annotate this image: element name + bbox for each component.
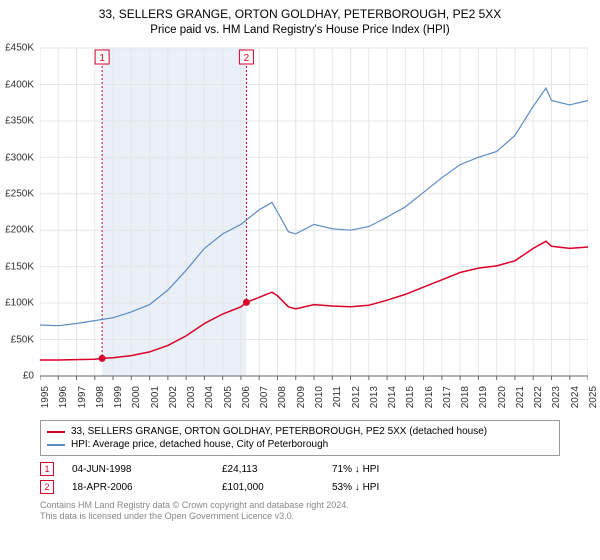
x-tick-label: 2000: [131, 386, 142, 408]
legend-swatch: [47, 431, 65, 433]
chart-container: 33, SELLERS GRANGE, ORTON GOLDHAY, PETER…: [0, 0, 600, 523]
legend-item: 33, SELLERS GRANGE, ORTON GOLDHAY, PETER…: [47, 425, 553, 438]
annotation-date: 04-JUN-1998: [72, 464, 222, 475]
x-tick-label: 2024: [570, 386, 581, 408]
x-tick-label: 2019: [478, 386, 489, 408]
chart-svg: 12: [40, 42, 588, 382]
annotation-price: £101,000: [222, 482, 332, 493]
x-tick-label: 2001: [150, 386, 161, 408]
x-tick-label: 2005: [223, 386, 234, 408]
plot-area: 12 £0£50K£100K£150K£200K£250K£300K£350K£…: [40, 42, 588, 382]
footnote-line: Contains HM Land Registry data © Crown c…: [40, 500, 560, 511]
y-tick-label: £400K: [5, 79, 34, 90]
y-tick-label: £100K: [5, 298, 34, 309]
annotation-price: £24,113: [222, 464, 332, 475]
y-tick-label: £350K: [5, 116, 34, 127]
x-tick-label: 1996: [58, 386, 69, 408]
annotation-row: 1 04-JUN-1998 £24,113 71% ↓ HPI: [40, 460, 560, 478]
annotation-marker: 2: [40, 480, 54, 494]
chart-subtitle: Price paid vs. HM Land Registry's House …: [0, 24, 600, 42]
x-axis-labels: 1995 1996 1997 1998 1999 2000 2001 2002 2003 2004…: [40, 382, 588, 414]
x-tick-label: 2021: [515, 386, 526, 408]
y-tick-label: £250K: [5, 188, 34, 199]
y-tick-label: £200K: [5, 225, 34, 236]
legend-swatch: [47, 444, 65, 446]
x-tick-label: 2006: [241, 386, 252, 408]
x-tick-label: 2014: [387, 386, 398, 408]
y-tick-label: £450K: [5, 43, 34, 54]
chart-title: 33, SELLERS GRANGE, ORTON GOLDHAY, PETER…: [0, 0, 600, 24]
x-tick-label: 2003: [186, 386, 197, 408]
x-tick-label: 1998: [95, 386, 106, 408]
x-tick-label: 2007: [259, 386, 270, 408]
footnote: Contains HM Land Registry data © Crown c…: [40, 500, 560, 523]
y-tick-label: £50K: [11, 334, 34, 345]
x-tick-label: 2016: [424, 386, 435, 408]
x-tick-label: 2022: [533, 386, 544, 408]
x-tick-label: 2002: [168, 386, 179, 408]
x-tick-label: 2015: [405, 386, 416, 408]
annotation-row: 2 18-APR-2006 £101,000 53% ↓ HPI: [40, 478, 560, 496]
legend-item: HPI: Average price, detached house, City…: [47, 438, 553, 451]
annotation-marker: 1: [40, 462, 54, 476]
y-tick-label: £300K: [5, 152, 34, 163]
annotation-table: 1 04-JUN-1998 £24,113 71% ↓ HPI 2 18-APR…: [40, 460, 560, 496]
x-tick-label: 2004: [204, 386, 215, 408]
x-tick-label: 2017: [442, 386, 453, 408]
x-tick-label: 1999: [113, 386, 124, 408]
x-tick-label: 2023: [551, 386, 562, 408]
footnote-line: This data is licensed under the Open Gov…: [40, 511, 560, 522]
x-tick-label: 1997: [77, 386, 88, 408]
x-tick-label: 2010: [314, 386, 325, 408]
legend-label: 33, SELLERS GRANGE, ORTON GOLDHAY, PETER…: [71, 426, 487, 437]
annotation-date: 18-APR-2006: [72, 482, 222, 493]
x-tick-label: 2012: [351, 386, 362, 408]
svg-text:1: 1: [99, 53, 105, 64]
x-tick-label: 2008: [277, 386, 288, 408]
legend: 33, SELLERS GRANGE, ORTON GOLDHAY, PETER…: [40, 420, 560, 456]
x-tick-label: 2025: [588, 386, 599, 408]
y-tick-label: £0: [23, 371, 34, 382]
annotation-pct: 71% ↓ HPI: [332, 464, 442, 475]
x-tick-label: 2018: [460, 386, 471, 408]
x-tick-label: 2013: [369, 386, 380, 408]
x-tick-label: 2009: [296, 386, 307, 408]
annotation-pct: 53% ↓ HPI: [332, 482, 442, 493]
x-tick-label: 1995: [40, 386, 51, 408]
x-tick-label: 2020: [497, 386, 508, 408]
x-tick-label: 2011: [332, 386, 343, 408]
y-tick-label: £150K: [5, 261, 34, 272]
svg-text:2: 2: [244, 53, 250, 64]
legend-label: HPI: Average price, detached house, City…: [71, 439, 328, 450]
